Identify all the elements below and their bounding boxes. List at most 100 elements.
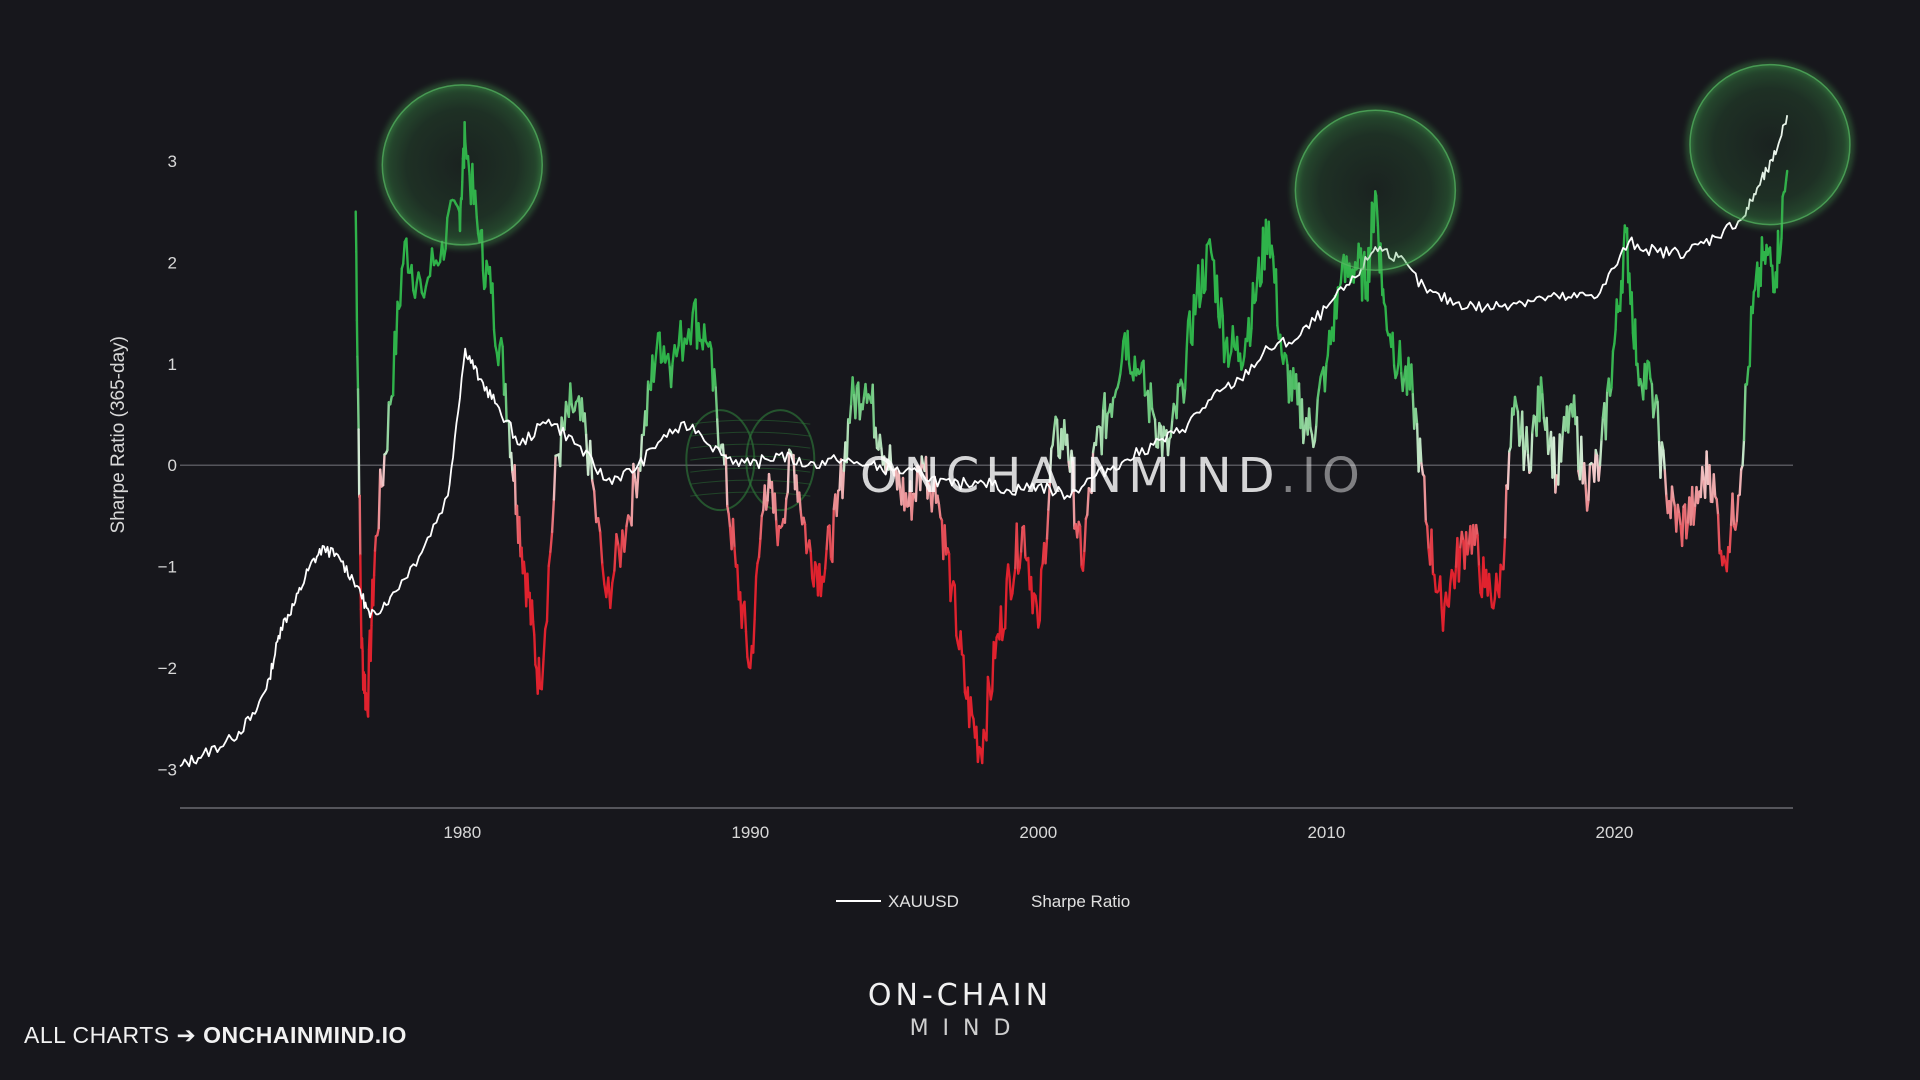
sharpe-segment — [910, 492, 915, 521]
sharpe-segment — [422, 284, 428, 299]
sharpe-segment — [1182, 387, 1187, 404]
sharpe-segment — [1325, 354, 1330, 365]
brain-circuit-line — [690, 443, 811, 449]
sharpe-segment — [1608, 386, 1613, 397]
sharpe-segment — [410, 263, 415, 292]
sharpe-segment — [1175, 383, 1180, 420]
sharpe-segment — [569, 382, 573, 406]
sharpe-segment — [1104, 413, 1109, 440]
sharpe-segment — [1522, 448, 1527, 472]
sharpe-segment — [1038, 568, 1043, 622]
sharpe-segment — [542, 628, 547, 661]
sharpe-segment — [1506, 450, 1511, 490]
sharpe-segment — [1610, 349, 1615, 389]
sharpe-segment — [1001, 628, 1005, 642]
sharpe-segment — [591, 479, 596, 493]
y-tick-label: 1 — [168, 355, 177, 374]
sharpe-segment — [1502, 536, 1507, 571]
sharpe-segment — [507, 420, 512, 459]
sharpe-segment — [936, 494, 941, 507]
sharpe-segment — [1037, 619, 1042, 629]
sharpe-segment — [1418, 437, 1423, 465]
sharpe-segment — [442, 247, 447, 261]
sharpe-segment — [1254, 276, 1259, 302]
sharpe-segment — [1248, 327, 1253, 347]
sharpe-segment — [658, 331, 663, 364]
sharpe-segment — [1662, 449, 1667, 472]
sharpe-segment — [1188, 310, 1193, 344]
sharpe-segment — [544, 620, 549, 631]
sharpe-segment — [1120, 339, 1125, 362]
sharpe-segment — [1215, 274, 1220, 318]
sharpe-segment — [1753, 275, 1758, 291]
watermark: ONCHAINMIND.IO — [860, 448, 1366, 504]
sharpe-segment — [930, 488, 935, 513]
sharpe-segment — [812, 561, 817, 588]
sharpe-segment — [969, 696, 974, 716]
sharpe-segment — [808, 539, 812, 555]
sharpe-segment — [601, 563, 606, 586]
sharpe-segment — [1171, 402, 1175, 421]
sharpe-segment — [1492, 597, 1497, 610]
sharpe-segment — [386, 401, 390, 452]
sharpe-segment — [1735, 494, 1740, 522]
sharpe-segment — [874, 426, 879, 450]
sharpe-segment — [1065, 433, 1070, 464]
sharpe-segment — [1771, 264, 1775, 294]
sharpe-segment — [547, 550, 552, 568]
sharpe-segment — [1630, 291, 1635, 335]
sharpe-segment — [1313, 423, 1318, 442]
sharpe-segment — [953, 584, 958, 637]
sharpe-segment — [537, 656, 542, 690]
sharpe-segment — [736, 564, 740, 601]
sharpe-segment — [1575, 416, 1580, 473]
sharpe-segment — [413, 281, 418, 299]
sharpe-segment — [1339, 263, 1344, 284]
sharpe-segment — [1585, 498, 1590, 512]
sharpe-segment — [1518, 433, 1523, 447]
sharpe-segment — [1503, 484, 1508, 539]
highlight-circle — [1689, 63, 1851, 226]
sharpe-segment — [1401, 376, 1406, 393]
sharpe-segment — [355, 319, 359, 358]
sharpe-segment — [1751, 290, 1756, 315]
sharpe-segment — [1019, 526, 1024, 553]
sharpe-segment — [1317, 375, 1322, 389]
sharpe-segment — [1078, 525, 1083, 568]
sharpe-segment — [681, 337, 686, 362]
y-tick-label: 0 — [168, 456, 177, 475]
sharpe-segment — [1748, 305, 1753, 368]
sharpe-segment — [993, 636, 998, 660]
highlight-circle-glow — [378, 80, 547, 249]
sharpe-segment — [1525, 425, 1530, 457]
sharpe-segment — [593, 490, 598, 524]
sharpe-segment — [1731, 492, 1736, 528]
sharpe-segment — [1680, 505, 1685, 548]
sharpe-segment — [689, 311, 694, 346]
sharpe-segment — [1307, 407, 1312, 430]
sharpe-segment — [1222, 342, 1227, 364]
sharpe-segment — [402, 240, 406, 265]
sharpe-segment — [1100, 407, 1105, 456]
sharpe-segment — [1169, 418, 1174, 438]
sharpe-segment — [364, 692, 368, 705]
sharpe-segment — [831, 507, 835, 564]
sharpe-segment — [959, 630, 964, 656]
sharpe-segment — [1044, 537, 1049, 565]
footer-link[interactable]: ALL CHARTS ➔ ONCHAINMIND.IO — [24, 1022, 407, 1049]
sharpe-segment — [1034, 594, 1039, 608]
sharpe-segment — [1539, 376, 1544, 396]
sharpe-segment — [835, 489, 840, 518]
brain-logo-icon — [685, 409, 816, 512]
sharpe-segment — [573, 401, 578, 412]
sharpe-segment — [1270, 244, 1275, 258]
footer-prefix: ALL CHARTS ➔ — [24, 1022, 197, 1048]
sharpe-segment — [1611, 342, 1616, 353]
sharpe-segment — [1045, 508, 1050, 540]
sharpe-segment — [1639, 378, 1644, 388]
sharpe-segment — [1546, 442, 1551, 456]
sharpe-segment — [1513, 395, 1518, 407]
sharpe-segment — [609, 581, 614, 610]
sharpe-segment — [1604, 389, 1609, 441]
sharpe-segment — [1284, 354, 1289, 367]
